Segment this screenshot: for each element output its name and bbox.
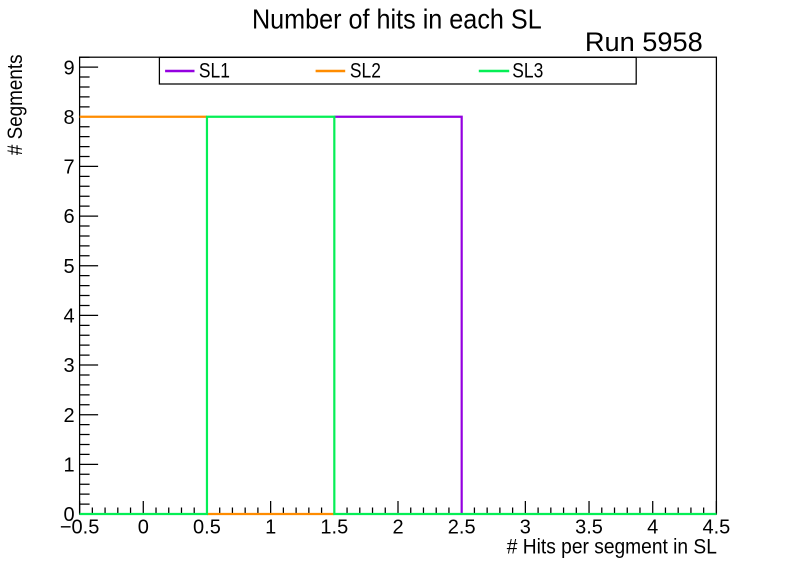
svg-text:4: 4: [647, 517, 658, 539]
svg-text:# Hits per segment in SL: # Hits per segment in SL: [507, 536, 717, 559]
svg-text:8: 8: [63, 107, 74, 129]
svg-text:1: 1: [63, 455, 74, 477]
svg-text:5: 5: [63, 256, 74, 278]
svg-text:Run 5958: Run 5958: [585, 26, 703, 57]
svg-text:SL2: SL2: [350, 58, 381, 83]
svg-text:Number of hits in each SL: Number of hits in each SL: [252, 4, 542, 35]
svg-text:1: 1: [265, 517, 276, 539]
svg-text:4: 4: [63, 306, 74, 328]
svg-text:SL3: SL3: [512, 58, 543, 83]
svg-text:7: 7: [63, 157, 74, 179]
svg-text:6: 6: [63, 206, 74, 228]
svg-text:3: 3: [520, 517, 531, 539]
svg-text:0: 0: [138, 517, 149, 539]
svg-text:3: 3: [63, 355, 74, 377]
svg-text:2: 2: [392, 517, 403, 539]
svg-text:9: 9: [63, 57, 74, 79]
svg-text:2: 2: [63, 405, 74, 427]
svg-text:3.5: 3.5: [575, 517, 603, 539]
svg-text:1.5: 1.5: [320, 517, 348, 539]
svg-text:−0.5: −0.5: [60, 517, 99, 539]
svg-text:2.5: 2.5: [448, 517, 476, 539]
svg-text:# Segments: # Segments: [3, 55, 27, 156]
svg-text:0.5: 0.5: [193, 517, 221, 539]
svg-text:SL1: SL1: [199, 58, 230, 83]
svg-text:0: 0: [63, 504, 74, 526]
svg-text:4.5: 4.5: [702, 517, 730, 539]
